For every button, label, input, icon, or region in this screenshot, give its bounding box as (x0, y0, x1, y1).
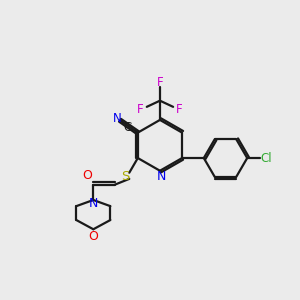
Text: C: C (123, 122, 131, 134)
Text: S: S (121, 170, 130, 183)
Text: F: F (157, 76, 163, 89)
Text: F: F (137, 103, 144, 116)
Text: Cl: Cl (260, 152, 272, 164)
Text: O: O (82, 169, 92, 182)
Text: N: N (157, 169, 166, 183)
Text: N: N (88, 196, 98, 210)
Text: F: F (176, 103, 183, 116)
Text: N: N (112, 112, 121, 125)
Text: O: O (88, 230, 98, 243)
